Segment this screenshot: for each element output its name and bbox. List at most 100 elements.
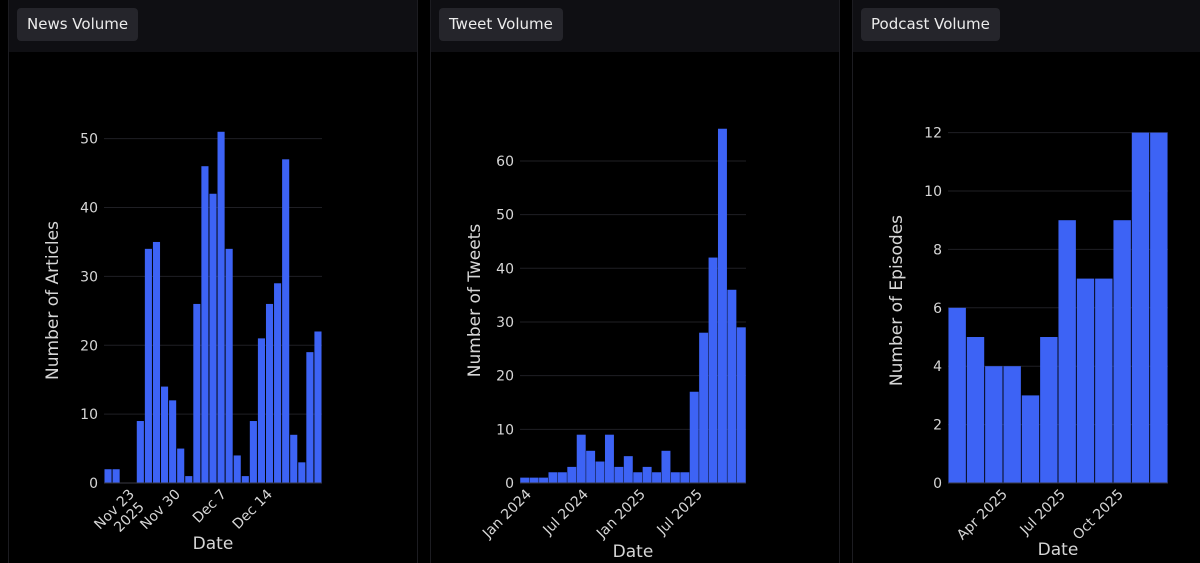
tweet-volume-panel: Tweet Volume	[430, 0, 840, 563]
news-ytick-label: 30	[80, 269, 98, 285]
news-bar	[290, 434, 298, 483]
tweets-ytick-label: 0	[505, 476, 514, 492]
podcast-panel-header: Podcast Volume	[853, 0, 1200, 52]
podcasts-bar	[1058, 220, 1076, 483]
news-bar	[201, 166, 209, 483]
tab-podcast-volume[interactable]: Podcast Volume	[861, 8, 1000, 41]
podcasts-xtick-label: Jul 2025	[1017, 487, 1069, 539]
news-bar	[136, 421, 144, 483]
news-bar	[161, 386, 169, 483]
news-bar	[209, 193, 217, 484]
tweets-bar	[736, 327, 746, 483]
news-ytick-label: 50	[80, 132, 98, 148]
tweets-bar	[633, 472, 643, 483]
podcasts-bar	[1150, 132, 1168, 483]
podcasts-y-axis-title: Number of Episodes	[887, 215, 907, 386]
news-bar	[233, 455, 241, 483]
tweets-ytick-label: 50	[496, 208, 514, 224]
news-bar	[152, 241, 161, 483]
podcasts-bar	[948, 307, 966, 483]
news-bar	[274, 283, 282, 483]
tweets-bar	[614, 466, 624, 483]
tweets-bar	[539, 477, 549, 483]
news-bar	[249, 421, 257, 483]
podcasts-x-axis-title: Date	[1038, 540, 1079, 560]
podcasts-bar	[1095, 278, 1113, 483]
news-bar	[306, 352, 314, 483]
tweets-bar	[717, 128, 727, 483]
tweets-bar	[652, 472, 662, 483]
tweets-ytick-label: 20	[496, 369, 514, 385]
podcasts-ytick-label: 12	[924, 126, 942, 142]
tweets-bar	[727, 289, 737, 483]
podcasts-bar	[1131, 132, 1150, 483]
tweet-panel-header: Tweet Volume	[431, 0, 839, 52]
news-bar	[282, 159, 290, 484]
podcasts-ytick-label: 4	[933, 359, 942, 375]
podcasts-bar	[985, 366, 1003, 483]
news-bar	[314, 331, 322, 483]
news-ytick-label: 40	[80, 201, 98, 217]
news-y-axis-title: Number of Articles	[43, 221, 63, 380]
tweets-x-axis-title: Date	[613, 542, 654, 562]
podcasts-ytick-label: 10	[924, 184, 942, 200]
tab-tweet-volume[interactable]: Tweet Volume	[439, 8, 563, 41]
podcasts-bar	[1021, 395, 1040, 483]
podcasts-bar	[966, 337, 985, 483]
tweets-bar	[576, 434, 586, 483]
news-bar	[177, 448, 185, 483]
tweets-bar	[604, 434, 614, 483]
news-bar	[185, 476, 193, 483]
tweets-ytick-label: 10	[496, 422, 514, 438]
tab-news-volume[interactable]: News Volume	[17, 8, 139, 41]
podcasts-bar	[1113, 220, 1131, 483]
tweets-bar	[661, 450, 671, 483]
news-bar	[241, 476, 249, 483]
news-bar	[112, 469, 120, 483]
podcasts-ytick-label: 2	[933, 418, 942, 434]
news-bar	[217, 131, 225, 483]
tweets-bar	[699, 332, 709, 483]
tweets-bar	[586, 450, 596, 483]
podcasts-xtick-label: Apr 2025	[954, 487, 1011, 544]
news-bar	[265, 303, 274, 483]
tweets-ytick-label: 30	[496, 315, 514, 331]
news-bar	[257, 338, 265, 483]
tweets-ytick-label: 40	[496, 261, 514, 277]
news-panel-header: News Volume	[9, 0, 417, 52]
podcasts-ytick-label: 6	[933, 301, 942, 317]
news-bar	[225, 248, 233, 483]
podcasts-bar	[1076, 278, 1095, 483]
tweets-bar	[642, 466, 652, 483]
podcasts-bar	[1003, 366, 1021, 483]
news-ytick-label: 0	[89, 476, 98, 492]
tweets-bar	[529, 477, 539, 483]
podcasts-xtick-label: Oct 2025	[1070, 487, 1127, 544]
tweets-bar	[689, 391, 699, 483]
news-ytick-label: 20	[80, 338, 98, 354]
tweets-ytick-label: 60	[496, 154, 514, 170]
tweets-bar	[520, 477, 530, 483]
news-x-axis-title: Date	[193, 534, 234, 554]
tweets-bar	[595, 461, 605, 483]
news-ytick-label: 10	[80, 407, 98, 423]
tweets-y-axis-title: Number of Tweets	[465, 224, 485, 378]
tweets-bar	[623, 456, 633, 483]
tweets-bar	[670, 472, 680, 483]
news-bar	[104, 469, 112, 483]
podcasts-ytick-label: 0	[933, 476, 942, 492]
news-bar	[169, 400, 177, 483]
podcasts-ytick-label: 8	[933, 242, 942, 258]
podcasts-bar	[1040, 337, 1058, 483]
tweets-bar	[680, 472, 690, 483]
news-bar	[144, 248, 152, 483]
tweets-bar	[567, 466, 577, 483]
tweets-bar	[708, 257, 718, 483]
tweets-bar	[557, 472, 567, 483]
tweets-bar	[548, 472, 558, 483]
news-bar	[193, 303, 201, 483]
news-bar	[298, 462, 306, 483]
